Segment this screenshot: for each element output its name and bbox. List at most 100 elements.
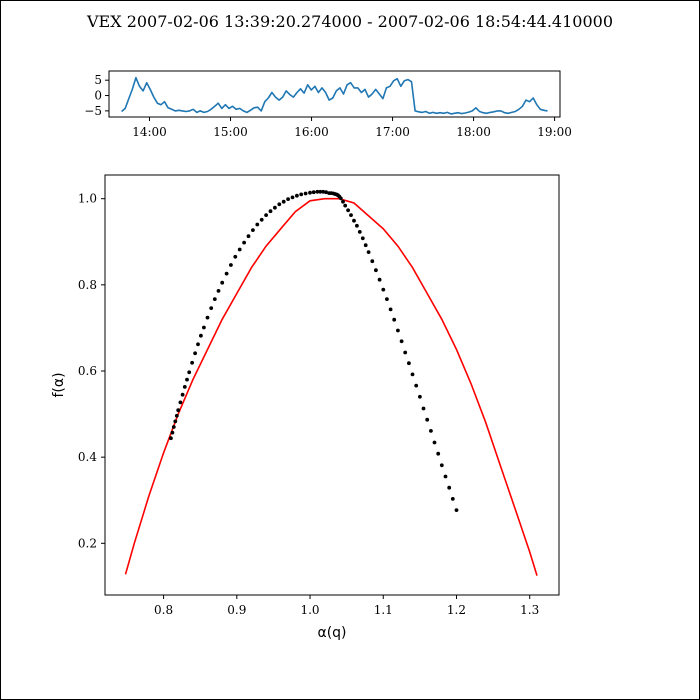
spectrum-point	[268, 209, 273, 214]
timeseries-y-tick-label: −5	[84, 104, 102, 118]
spectrum-x-tick-label: 1.1	[374, 603, 393, 617]
spectrum-point	[454, 508, 459, 512]
spectrum-point	[363, 243, 368, 248]
spectrum-point	[311, 190, 316, 195]
spectrum-point	[242, 240, 247, 245]
spectrum-point	[295, 193, 299, 198]
spectrum-point	[277, 202, 282, 207]
timeseries-y-tick-label: 0	[94, 89, 102, 103]
spectrum-point	[185, 377, 189, 382]
spectrum-point	[403, 350, 408, 355]
spectrum-plot-area	[105, 175, 559, 595]
spectrum-point	[229, 263, 233, 267]
timeseries-x-tick-label: 15:00	[213, 125, 248, 139]
spectrum-point	[264, 213, 268, 218]
spectrum-point	[237, 247, 242, 252]
figure-title: VEX 2007-02-06 13:39:20.274000 - 2007-02…	[86, 12, 613, 31]
spectrum-y-tick-label: 0.4	[78, 450, 97, 464]
spectrum-point	[370, 259, 375, 264]
spectrum-point	[303, 191, 308, 196]
spectrum-point	[450, 497, 455, 501]
spectrum-point	[352, 218, 356, 223]
spectrum-point	[360, 236, 365, 241]
spectrum-point	[286, 197, 290, 202]
spectrum-panel: 0.8 0.9 1.0 1.1 1.2 1.3 0.20.40.60.81.0 α(q) …	[51, 174, 560, 641]
timeseries-x-ticks: 14:00 15:00 16:00 17:00 18:00 19:00	[132, 117, 572, 139]
spectrum-point	[429, 429, 433, 433]
spectrum-point	[212, 297, 217, 301]
spectrum-point	[392, 317, 397, 322]
spectrum-point	[447, 485, 452, 490]
spectrum-point	[171, 425, 176, 429]
spectrum-frame	[104, 174, 560, 596]
spectrum-y-tick-label: 0.8	[78, 278, 97, 292]
spectrum-point	[355, 223, 359, 228]
spectrum-point	[169, 436, 173, 441]
spectrum-point	[273, 205, 277, 210]
x-axis-label: α(q)	[317, 625, 346, 641]
spectrum-point	[299, 192, 304, 197]
spectrum-point	[246, 234, 251, 239]
spectrum-point	[381, 287, 386, 292]
timeseries-panel: 14:00 15:00 16:00 17:00 18:00 19:00 5 0−5	[84, 70, 572, 139]
spectrum-point	[439, 463, 444, 468]
spectrum-y-tick-label: 0.6	[78, 364, 97, 378]
spectrum-point	[410, 372, 415, 377]
spectrum-point	[290, 195, 295, 200]
spectrum-point	[216, 289, 221, 293]
spectrum-point	[196, 342, 200, 347]
spectrum-point	[418, 394, 422, 399]
spectrum-point	[346, 208, 350, 213]
timeseries-y-tick-label: 5	[94, 73, 102, 87]
spectrum-point	[209, 306, 214, 310]
spectrum-point	[318, 189, 323, 194]
spectrum-point	[315, 189, 320, 194]
fit-curve	[124, 197, 538, 576]
spectrum-point	[224, 271, 229, 276]
spectrum-y-tick-label: 1.0	[78, 192, 97, 206]
spectrum-point	[324, 190, 328, 195]
spectrum-point	[173, 419, 178, 424]
spectrum-point	[366, 250, 371, 255]
spectrum-x-tick-label: 1.2	[447, 603, 466, 617]
spectrum-point	[321, 189, 326, 194]
spectrum-point	[199, 333, 203, 338]
spectrum-x-tick-label: 1.0	[300, 603, 319, 617]
spectrum-point	[281, 199, 286, 204]
spectrum-point	[432, 440, 437, 445]
spectrum-point	[357, 230, 362, 234]
spectrum-point	[421, 406, 426, 411]
spectrum-point	[396, 328, 400, 333]
spectrum-x-ticks: 0.8 0.9 1.0 1.1 1.2 1.3	[154, 595, 539, 617]
spectrum-x-tick-label: 1.3	[520, 603, 539, 617]
timeseries-frame	[108, 70, 561, 118]
spectrum-point	[425, 417, 430, 422]
spectrum-point	[180, 392, 185, 397]
spectrum-point	[176, 408, 181, 413]
spectrum-x-tick-label: 0.9	[227, 603, 246, 617]
spectrum-point	[385, 297, 389, 301]
timeseries-x-tick-label: 16:00	[294, 125, 329, 139]
timeseries-x-tick-label: 18:00	[456, 125, 491, 139]
spectrum-points	[169, 189, 459, 512]
spectrum-point	[308, 190, 312, 195]
spectrum-y-tick-label: 0.2	[78, 536, 97, 550]
y-axis-label: f(α)	[51, 372, 67, 397]
spectrum-y-ticks: 0.2 0.4 0.6 0.8 1.0	[78, 192, 105, 550]
spectrum-point	[341, 199, 345, 204]
spectrum-point	[343, 203, 348, 208]
spectrum-point	[187, 370, 192, 375]
spectrum-point	[190, 360, 195, 365]
spectrum-point	[436, 451, 441, 456]
spectrum-point	[251, 228, 255, 233]
spectrum-point	[259, 217, 264, 222]
spectrum-point	[349, 213, 353, 218]
spectrum-point	[233, 254, 238, 259]
spectrum-point	[338, 196, 343, 201]
timeseries-x-tick-label: 17:00	[375, 125, 410, 139]
spectrum-point	[407, 361, 411, 366]
spectrum-point	[202, 325, 206, 330]
timeseries-line	[121, 76, 548, 115]
spectrum-point	[170, 430, 175, 435]
